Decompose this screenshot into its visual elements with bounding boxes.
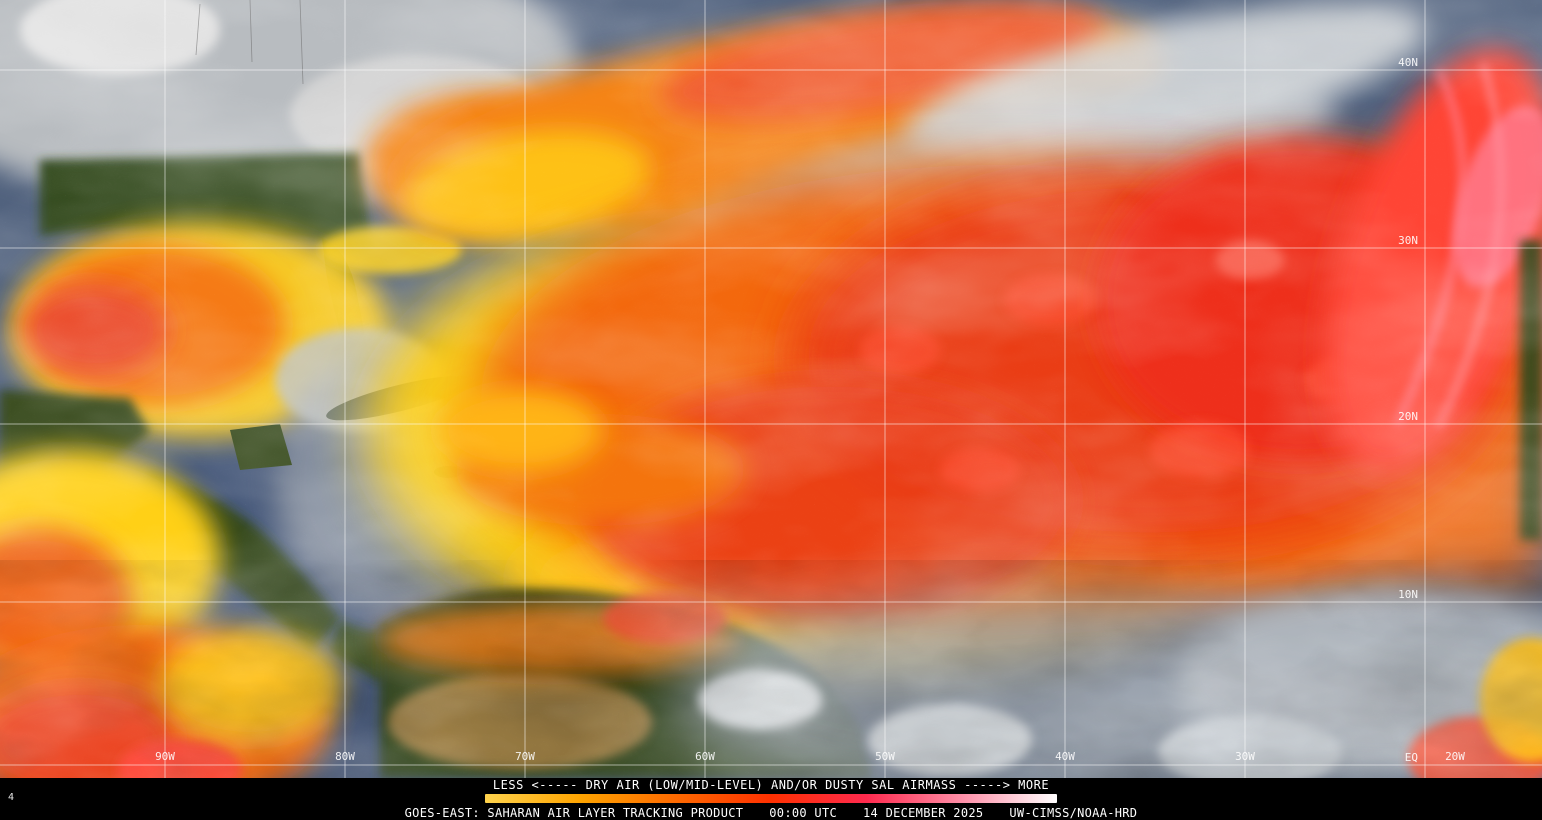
lon-label: 30W <box>1235 750 1255 763</box>
product-time: 00:00 UTC <box>769 806 837 820</box>
product-date: 14 DECEMBER 2025 <box>863 806 984 820</box>
lat-label: EQ <box>1405 751 1418 764</box>
lon-label: 40W <box>1055 750 1075 763</box>
lon-label: 90W <box>155 750 175 763</box>
product-name: GOES-EAST: SAHARAN AIR LAYER TRACKING PR… <box>404 806 744 820</box>
frame-indicator: 4 <box>8 792 15 803</box>
lon-label: 80W <box>335 750 355 763</box>
graticule <box>0 0 1542 778</box>
graticule-labels: 40N 30N 20N 10N EQ 90W 80W 70W 60W 50W 4… <box>155 56 1465 764</box>
satellite-image: 40N 30N 20N 10N EQ 90W 80W 70W 60W 50W 4… <box>0 0 1542 778</box>
lat-label: 30N <box>1398 234 1418 247</box>
sal-colorbar <box>485 794 1057 803</box>
lon-label: 50W <box>875 750 895 763</box>
lat-label: 10N <box>1398 588 1418 601</box>
satellite-map: 40N 30N 20N 10N EQ 90W 80W 70W 60W 50W 4… <box>0 0 1542 778</box>
legend-label: LESS <----- DRY AIR (LOW/MID-LEVEL) AND/… <box>492 778 1050 792</box>
title-bar: GOES-EAST: SAHARAN AIR LAYER TRACKING PR… <box>0 806 1542 820</box>
lon-label: 70W <box>515 750 535 763</box>
lat-label: 40N <box>1398 56 1418 69</box>
lon-label: 20W <box>1445 750 1465 763</box>
lon-label: 60W <box>695 750 715 763</box>
speckle-overlay <box>0 0 1542 778</box>
legend-row: LESS <----- DRY AIR (LOW/MID-LEVEL) AND/… <box>0 778 1542 806</box>
product-credit: UW-CIMSS/NOAA-HRD <box>1009 806 1138 820</box>
lat-label: 20N <box>1398 410 1418 423</box>
